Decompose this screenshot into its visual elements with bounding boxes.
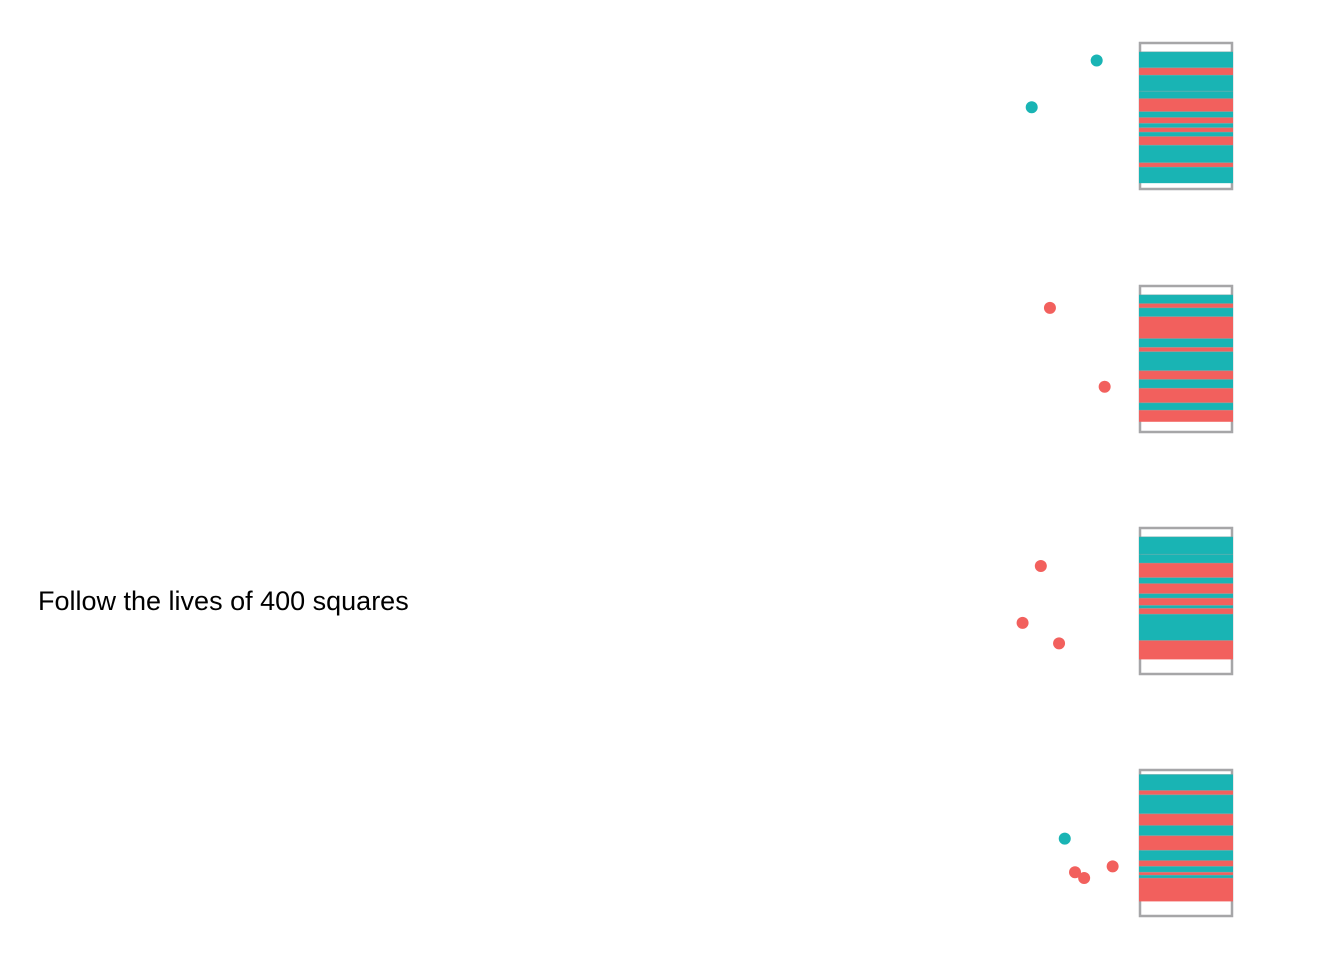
band-7 xyxy=(1139,351,1233,371)
band-8 xyxy=(1139,860,1233,867)
band-7 xyxy=(1139,850,1233,861)
band-4 xyxy=(1139,813,1233,826)
square-dot-2 xyxy=(1098,380,1111,393)
band-11 xyxy=(1139,875,1233,879)
panel-3 xyxy=(1016,526,1234,676)
band-6 xyxy=(1139,593,1233,599)
band-10 xyxy=(1139,614,1233,641)
band-6 xyxy=(1139,835,1233,851)
band-12 xyxy=(1139,410,1233,422)
band-2 xyxy=(1139,554,1233,564)
band-4 xyxy=(1139,91,1233,99)
band-3 xyxy=(1139,75,1233,92)
square-dot-1 xyxy=(1034,559,1047,572)
square-dot-2 xyxy=(1016,616,1029,629)
band-1 xyxy=(1139,294,1233,304)
band-5 xyxy=(1139,98,1233,112)
band-5 xyxy=(1139,825,1233,836)
square-dot-1 xyxy=(1090,54,1103,67)
square-dot-1 xyxy=(1058,832,1071,845)
band-13 xyxy=(1139,162,1233,168)
band-11 xyxy=(1139,640,1233,660)
band-8 xyxy=(1139,123,1233,128)
panel-1 xyxy=(1025,41,1234,191)
band-8 xyxy=(1139,370,1233,380)
band-9 xyxy=(1139,866,1233,873)
band-6 xyxy=(1139,347,1233,352)
chart-caption: Follow the lives of 400 squares xyxy=(38,586,409,616)
square-dot-2 xyxy=(1025,101,1038,114)
band-9 xyxy=(1139,127,1233,133)
panel-2 xyxy=(1043,284,1234,434)
band-10 xyxy=(1139,132,1233,137)
square-dot-4 xyxy=(1106,860,1119,873)
band-11 xyxy=(1139,136,1233,146)
band-14 xyxy=(1139,167,1233,184)
band-7 xyxy=(1139,598,1233,606)
band-2 xyxy=(1139,790,1233,795)
square-dot-3 xyxy=(1053,637,1066,650)
band-9 xyxy=(1139,608,1233,615)
band-12 xyxy=(1139,878,1233,902)
panel-4 xyxy=(1058,768,1234,918)
band-7 xyxy=(1139,117,1233,124)
band-3 xyxy=(1139,307,1233,317)
band-8 xyxy=(1139,605,1233,609)
square-dot-1 xyxy=(1043,301,1056,314)
band-10 xyxy=(1139,388,1233,403)
band-1 xyxy=(1139,51,1233,68)
band-3 xyxy=(1139,794,1233,814)
band-9 xyxy=(1139,379,1233,389)
band-10 xyxy=(1139,872,1233,876)
band-11 xyxy=(1139,402,1233,411)
band-3 xyxy=(1139,563,1233,578)
band-2 xyxy=(1139,303,1233,308)
band-1 xyxy=(1139,774,1233,791)
band-12 xyxy=(1139,145,1233,163)
band-1 xyxy=(1139,536,1233,555)
band-5 xyxy=(1139,338,1233,348)
band-4 xyxy=(1139,577,1233,584)
square-dot-2 xyxy=(1069,866,1082,879)
band-4 xyxy=(1139,316,1233,339)
band-2 xyxy=(1139,67,1233,76)
band-5 xyxy=(1139,583,1233,594)
band-6 xyxy=(1139,111,1233,118)
square-dot-3 xyxy=(1078,872,1091,885)
